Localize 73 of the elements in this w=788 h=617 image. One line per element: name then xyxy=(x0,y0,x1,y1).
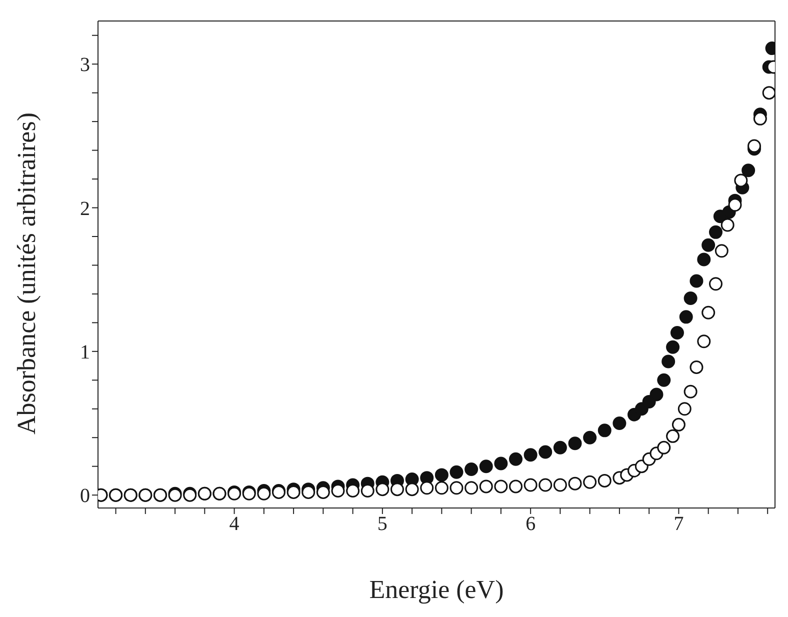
x-tick-label: 4 xyxy=(229,513,240,536)
point xyxy=(650,388,664,402)
y-tick-label: 2 xyxy=(80,198,90,220)
x-tick-label: 5 xyxy=(377,513,388,536)
point xyxy=(690,360,704,374)
point xyxy=(728,198,742,212)
point xyxy=(598,474,612,488)
x-tick-label: 6 xyxy=(526,513,536,536)
point xyxy=(464,462,478,476)
point xyxy=(553,478,567,492)
point xyxy=(702,306,716,320)
point xyxy=(434,481,448,495)
point xyxy=(748,139,762,153)
point xyxy=(346,484,360,498)
point xyxy=(679,310,693,324)
point xyxy=(286,485,300,499)
point xyxy=(509,452,523,466)
point xyxy=(553,440,567,454)
point xyxy=(434,468,448,482)
x-axis-title: Energie (eV) xyxy=(369,575,504,604)
point xyxy=(612,416,626,430)
point xyxy=(390,482,404,496)
point xyxy=(672,418,686,432)
point xyxy=(708,277,722,291)
y-tick-label: 1 xyxy=(80,342,90,364)
point xyxy=(494,456,508,470)
point xyxy=(583,430,597,444)
point xyxy=(753,112,767,126)
point xyxy=(666,429,680,443)
point xyxy=(494,480,508,494)
x-tick-label: 7 xyxy=(674,513,684,536)
point xyxy=(464,481,478,495)
point xyxy=(670,326,684,340)
point xyxy=(690,274,704,288)
y-axis-title: Absorbance (unités arbitraires) xyxy=(12,112,42,434)
point xyxy=(657,440,671,454)
point xyxy=(420,481,434,495)
point xyxy=(714,244,728,258)
point xyxy=(257,486,271,500)
y-tick-label: 0 xyxy=(80,485,90,508)
point xyxy=(405,482,419,496)
point xyxy=(734,174,748,188)
point xyxy=(662,354,676,368)
point xyxy=(568,476,582,490)
point xyxy=(697,334,711,348)
point xyxy=(538,478,552,492)
point xyxy=(702,238,716,252)
point xyxy=(598,424,612,438)
point xyxy=(479,460,493,474)
point xyxy=(450,481,464,495)
point xyxy=(568,436,582,450)
point xyxy=(657,373,671,387)
point xyxy=(762,86,775,100)
point xyxy=(450,465,464,479)
point xyxy=(316,485,330,499)
point xyxy=(666,340,680,354)
point xyxy=(538,445,552,459)
point xyxy=(524,448,538,462)
point xyxy=(302,485,316,499)
point xyxy=(742,164,756,178)
point xyxy=(376,482,390,496)
point xyxy=(697,252,711,266)
point xyxy=(479,480,493,494)
point xyxy=(708,225,722,239)
point xyxy=(331,484,345,498)
point xyxy=(684,292,698,306)
point xyxy=(583,475,597,489)
point xyxy=(678,402,692,416)
point xyxy=(684,384,698,398)
y-tick-label: 3 xyxy=(80,54,90,76)
point xyxy=(360,484,374,498)
point xyxy=(509,480,523,494)
point xyxy=(524,478,538,492)
